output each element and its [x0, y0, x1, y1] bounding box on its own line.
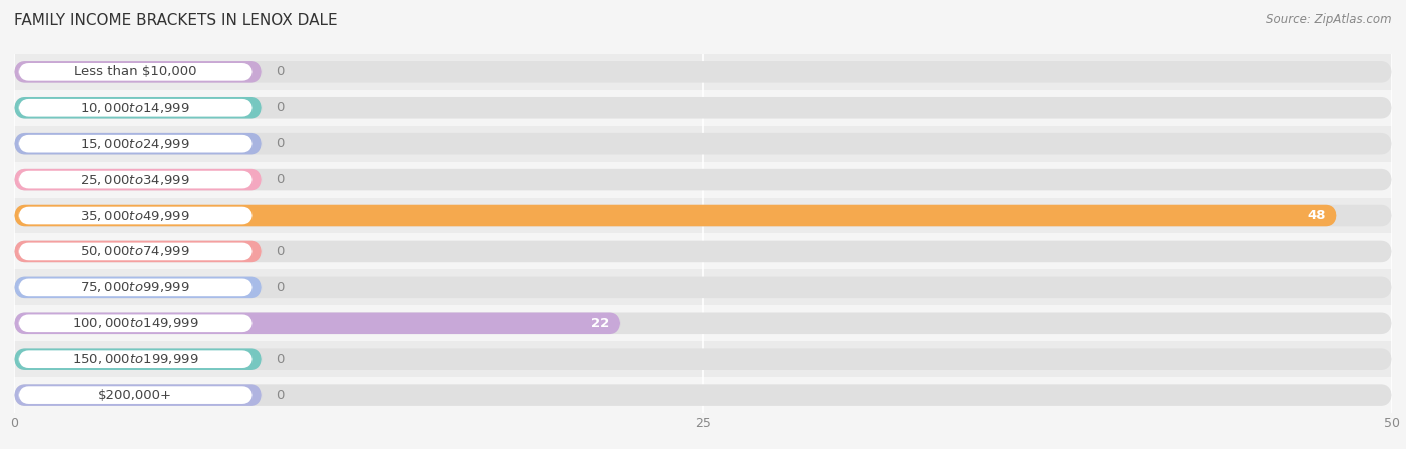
Text: 0: 0: [276, 101, 284, 114]
FancyBboxPatch shape: [18, 350, 253, 368]
FancyBboxPatch shape: [14, 205, 1392, 226]
Text: 0: 0: [276, 353, 284, 365]
FancyBboxPatch shape: [14, 169, 262, 190]
Text: 48: 48: [1308, 209, 1326, 222]
FancyBboxPatch shape: [14, 348, 262, 370]
FancyBboxPatch shape: [18, 278, 253, 296]
Text: $25,000 to $34,999: $25,000 to $34,999: [80, 172, 190, 187]
Bar: [14, 54, 1392, 90]
Text: $50,000 to $74,999: $50,000 to $74,999: [80, 244, 190, 259]
Text: 0: 0: [276, 245, 284, 258]
Text: $100,000 to $149,999: $100,000 to $149,999: [72, 316, 198, 330]
FancyBboxPatch shape: [14, 277, 262, 298]
Bar: [14, 341, 1392, 377]
Text: $75,000 to $99,999: $75,000 to $99,999: [80, 280, 190, 295]
Text: 0: 0: [276, 389, 284, 401]
Text: Less than $10,000: Less than $10,000: [75, 66, 197, 78]
FancyBboxPatch shape: [14, 97, 1392, 119]
Bar: [14, 305, 1392, 341]
Bar: [14, 269, 1392, 305]
Text: $35,000 to $49,999: $35,000 to $49,999: [80, 208, 190, 223]
FancyBboxPatch shape: [14, 348, 1392, 370]
Bar: [14, 162, 1392, 198]
Text: 0: 0: [276, 137, 284, 150]
FancyBboxPatch shape: [18, 135, 253, 153]
FancyBboxPatch shape: [14, 241, 262, 262]
Text: $150,000 to $199,999: $150,000 to $199,999: [72, 352, 198, 366]
Text: 0: 0: [276, 173, 284, 186]
Text: FAMILY INCOME BRACKETS IN LENOX DALE: FAMILY INCOME BRACKETS IN LENOX DALE: [14, 13, 337, 28]
FancyBboxPatch shape: [14, 384, 1392, 406]
FancyBboxPatch shape: [14, 313, 620, 334]
FancyBboxPatch shape: [14, 384, 262, 406]
FancyBboxPatch shape: [14, 61, 262, 83]
FancyBboxPatch shape: [18, 242, 253, 260]
Text: Source: ZipAtlas.com: Source: ZipAtlas.com: [1267, 13, 1392, 26]
FancyBboxPatch shape: [18, 171, 253, 189]
Bar: [14, 198, 1392, 233]
Text: $200,000+: $200,000+: [98, 389, 173, 401]
FancyBboxPatch shape: [14, 205, 1337, 226]
Bar: [14, 377, 1392, 413]
Bar: [14, 126, 1392, 162]
Bar: [14, 233, 1392, 269]
Text: $15,000 to $24,999: $15,000 to $24,999: [80, 136, 190, 151]
FancyBboxPatch shape: [18, 63, 253, 81]
FancyBboxPatch shape: [14, 313, 1392, 334]
FancyBboxPatch shape: [18, 99, 253, 117]
FancyBboxPatch shape: [14, 169, 1392, 190]
FancyBboxPatch shape: [14, 61, 1392, 83]
Text: 0: 0: [276, 281, 284, 294]
FancyBboxPatch shape: [14, 277, 1392, 298]
Text: 0: 0: [276, 66, 284, 78]
FancyBboxPatch shape: [14, 133, 1392, 154]
Bar: [14, 90, 1392, 126]
FancyBboxPatch shape: [18, 386, 253, 404]
FancyBboxPatch shape: [14, 241, 1392, 262]
FancyBboxPatch shape: [18, 207, 253, 224]
FancyBboxPatch shape: [18, 314, 253, 332]
Text: $10,000 to $14,999: $10,000 to $14,999: [80, 101, 190, 115]
FancyBboxPatch shape: [14, 133, 262, 154]
FancyBboxPatch shape: [14, 97, 262, 119]
Text: 22: 22: [591, 317, 609, 330]
